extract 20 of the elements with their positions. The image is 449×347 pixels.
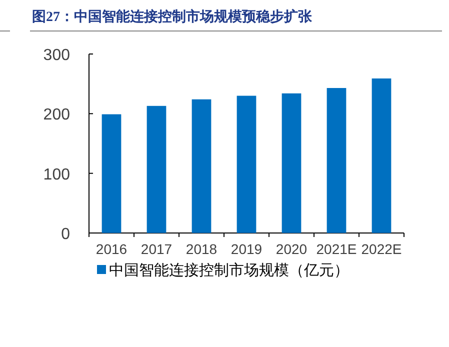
bar [282, 93, 302, 233]
x-tick-label: 2016 [96, 241, 128, 257]
bar [102, 114, 122, 233]
bar [146, 106, 166, 233]
x-tick-label: 2021E [316, 241, 357, 257]
x-tick-label: 2020 [276, 241, 308, 257]
x-tick-label: 2019 [230, 241, 262, 257]
x-tick-label: 2018 [186, 241, 218, 257]
legend-label: 中国智能连接控制市场规模（亿元） [109, 262, 349, 279]
x-tick-label: 2017 [140, 241, 172, 257]
bar [236, 96, 256, 233]
bar [326, 88, 346, 233]
bar [192, 99, 212, 233]
y-tick-label: 200 [43, 106, 70, 124]
chart-title: 图27：中国智能连接控制市场规模预稳步扩张 [32, 8, 313, 25]
y-tick-label: 100 [43, 166, 70, 184]
bar [372, 78, 392, 233]
x-tick-label: 2022E [361, 241, 402, 257]
y-tick-label: 0 [61, 226, 70, 243]
y-tick-label: 300 [43, 47, 70, 64]
